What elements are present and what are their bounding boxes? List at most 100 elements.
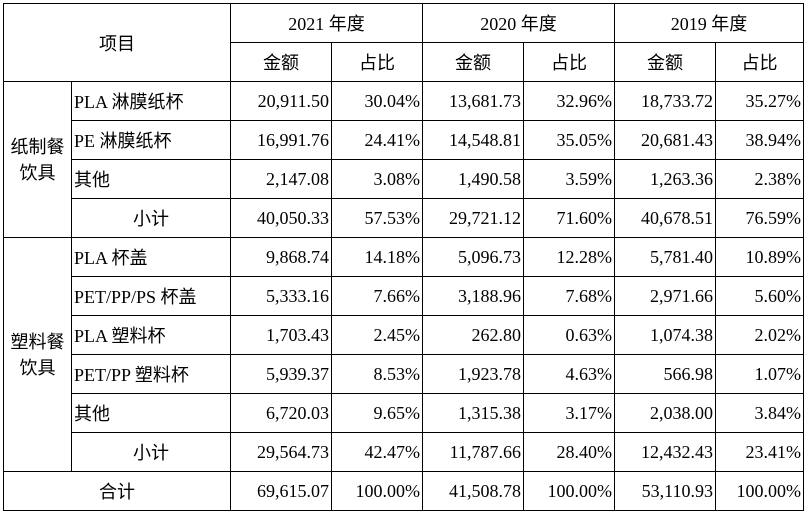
amount-cell: 5,333.16 bbox=[230, 276, 332, 316]
table-row: PE 淋膜纸杯 16,991.76 24.41% 14,548.81 35.05% 20,… bbox=[4, 120, 804, 160]
table-row: 其他 6,720.03 9.65% 1,315.38 3.17% 2,038.00 3.84… bbox=[4, 393, 804, 433]
table-row: 其他 2,147.08 3.08% 1,490.58 3.59% 1,263.36 2.38… bbox=[4, 159, 804, 199]
ratio-cell: 7.66% bbox=[331, 276, 423, 316]
revenue-breakdown-table: 项目 2021 年度 2020 年度 2019 年度 金额 占比 金额 占比 金… bbox=[3, 3, 804, 511]
ratio-cell: 3.84% bbox=[715, 393, 804, 433]
amount-cell: 16,991.76 bbox=[230, 120, 332, 160]
total-amount: 53,110.93 bbox=[614, 471, 716, 511]
ratio-cell: 30.04% bbox=[331, 81, 423, 121]
amount-header: 金额 bbox=[422, 42, 524, 82]
group-label-line: 纸制餐 bbox=[10, 136, 65, 157]
group-label: 塑料餐 饮具 bbox=[3, 237, 72, 472]
ratio-cell: 10.89% bbox=[715, 237, 804, 277]
total-ratio: 100.00% bbox=[523, 471, 615, 511]
amount-header: 金额 bbox=[230, 42, 332, 82]
ratio-cell: 3.59% bbox=[523, 159, 615, 199]
amount-cell: 1,490.58 bbox=[422, 159, 524, 199]
amount-cell: 20,681.43 bbox=[614, 120, 716, 160]
total-ratio: 100.00% bbox=[331, 471, 423, 511]
ratio-cell: 3.17% bbox=[523, 393, 615, 433]
amount-cell: 1,923.78 bbox=[422, 354, 524, 394]
header-row-metrics: 金额 占比 金额 占比 金额 占比 bbox=[4, 42, 804, 82]
ratio-cell: 35.27% bbox=[715, 81, 804, 121]
subtotal-amount: 29,721.12 bbox=[422, 198, 524, 238]
subtotal-ratio: 42.47% bbox=[331, 432, 423, 472]
group-label-line: 饮具 bbox=[19, 162, 56, 183]
subtotal-ratio: 71.60% bbox=[523, 198, 615, 238]
amount-cell: 18,733.72 bbox=[614, 81, 716, 121]
item-cell: 其他 bbox=[71, 393, 231, 433]
amount-cell: 14,548.81 bbox=[422, 120, 524, 160]
amount-cell: 566.98 bbox=[614, 354, 716, 394]
group-label-line: 饮具 bbox=[19, 357, 56, 378]
item-cell: PET/PP/PS 杯盖 bbox=[71, 276, 231, 316]
ratio-cell: 2.45% bbox=[331, 315, 423, 355]
year-header-2020: 2020 年度 bbox=[422, 3, 615, 43]
table-row: PET/PP 塑料杯 5,939.37 8.53% 1,923.78 4.63% 566.… bbox=[4, 354, 804, 394]
item-cell: PE 淋膜纸杯 bbox=[71, 120, 231, 160]
amount-cell: 2,038.00 bbox=[614, 393, 716, 433]
subtotal-amount: 40,678.51 bbox=[614, 198, 716, 238]
ratio-cell: 0.63% bbox=[523, 315, 615, 355]
table-row: PLA 塑料杯 1,703.43 2.45% 262.80 0.63% 1,074.38 2… bbox=[4, 315, 804, 355]
amount-cell: 1,703.43 bbox=[230, 315, 332, 355]
ratio-cell: 9.65% bbox=[331, 393, 423, 433]
table-row: 塑料餐 饮具 PLA 杯盖 9,868.74 14.18% 5,096.73 12.28% 5… bbox=[3, 237, 804, 472]
amount-cell: 5,096.73 bbox=[422, 237, 524, 277]
subtotal-label: 小计 bbox=[71, 432, 231, 472]
group-label-line: 塑料餐 bbox=[10, 331, 65, 352]
subtotal-amount: 12,432.43 bbox=[614, 432, 716, 472]
subtotal-row: 小计 29,564.73 42.47% 11,787.66 28.40% 12,432.4… bbox=[4, 432, 804, 472]
subtotal-row: 小计 40,050.33 57.53% 29,721.12 71.60% 40,678.5… bbox=[4, 198, 804, 238]
ratio-cell: 24.41% bbox=[331, 120, 423, 160]
subtotal-ratio: 76.59% bbox=[715, 198, 804, 238]
table-body: 纸制餐 饮具 PLA 淋膜纸杯 20,911.50 30.04% 13,681.73 32.… bbox=[3, 81, 804, 511]
total-row: 合计 69,615.07 100.00% 41,508.78 100.00% 53,110… bbox=[3, 471, 804, 511]
subtotal-amount: 40,050.33 bbox=[230, 198, 332, 238]
item-cell: PLA 淋膜纸杯 bbox=[71, 81, 231, 121]
amount-cell: 9,868.74 bbox=[230, 237, 332, 277]
subtotal-ratio: 28.40% bbox=[523, 432, 615, 472]
ratio-cell: 4.63% bbox=[523, 354, 615, 394]
item-cell: 其他 bbox=[71, 159, 231, 199]
total-amount: 41,508.78 bbox=[422, 471, 524, 511]
ratio-cell: 12.28% bbox=[523, 237, 615, 277]
ratio-cell: 8.53% bbox=[331, 354, 423, 394]
ratio-cell: 38.94% bbox=[715, 120, 804, 160]
amount-cell: 1,315.38 bbox=[422, 393, 524, 433]
subtotal-label: 小计 bbox=[71, 198, 231, 238]
amount-cell: 1,074.38 bbox=[614, 315, 716, 355]
amount-cell: 20,911.50 bbox=[230, 81, 332, 121]
amount-cell: 3,188.96 bbox=[422, 276, 524, 316]
amount-cell: 1,263.36 bbox=[614, 159, 716, 199]
ratio-cell: 1.07% bbox=[715, 354, 804, 394]
subtotal-amount: 29,564.73 bbox=[230, 432, 332, 472]
group-label: 纸制餐 饮具 bbox=[3, 81, 72, 238]
ratio-cell: 35.05% bbox=[523, 120, 615, 160]
ratio-header: 占比 bbox=[523, 42, 615, 82]
total-amount: 69,615.07 bbox=[230, 471, 332, 511]
ratio-cell: 14.18% bbox=[331, 237, 423, 277]
subtotal-amount: 11,787.66 bbox=[422, 432, 524, 472]
amount-cell: 13,681.73 bbox=[422, 81, 524, 121]
amount-cell: 5,781.40 bbox=[614, 237, 716, 277]
table-row: PET/PP/PS 杯盖 5,333.16 7.66% 3,188.96 7.68% 2,… bbox=[4, 276, 804, 316]
total-ratio: 100.00% bbox=[715, 471, 804, 511]
year-header-2019: 2019 年度 bbox=[614, 3, 804, 43]
amount-header: 金额 bbox=[614, 42, 716, 82]
header-row-years: 项目 2021 年度 2020 年度 2019 年度 bbox=[3, 3, 804, 82]
ratio-cell: 32.96% bbox=[523, 81, 615, 121]
item-cell: PLA 塑料杯 bbox=[71, 315, 231, 355]
ratio-cell: 7.68% bbox=[523, 276, 615, 316]
year-header-2021: 2021 年度 bbox=[230, 3, 423, 43]
subtotal-ratio: 57.53% bbox=[331, 198, 423, 238]
amount-cell: 262.80 bbox=[422, 315, 524, 355]
item-header: 项目 bbox=[3, 3, 231, 82]
ratio-header: 占比 bbox=[331, 42, 423, 82]
ratio-cell: 5.60% bbox=[715, 276, 804, 316]
table-row: 纸制餐 饮具 PLA 淋膜纸杯 20,911.50 30.04% 13,681.73 32.… bbox=[3, 81, 804, 238]
ratio-cell: 3.08% bbox=[331, 159, 423, 199]
item-cell: PLA 杯盖 bbox=[71, 237, 231, 277]
amount-cell: 5,939.37 bbox=[230, 354, 332, 394]
total-label: 合计 bbox=[3, 471, 231, 511]
